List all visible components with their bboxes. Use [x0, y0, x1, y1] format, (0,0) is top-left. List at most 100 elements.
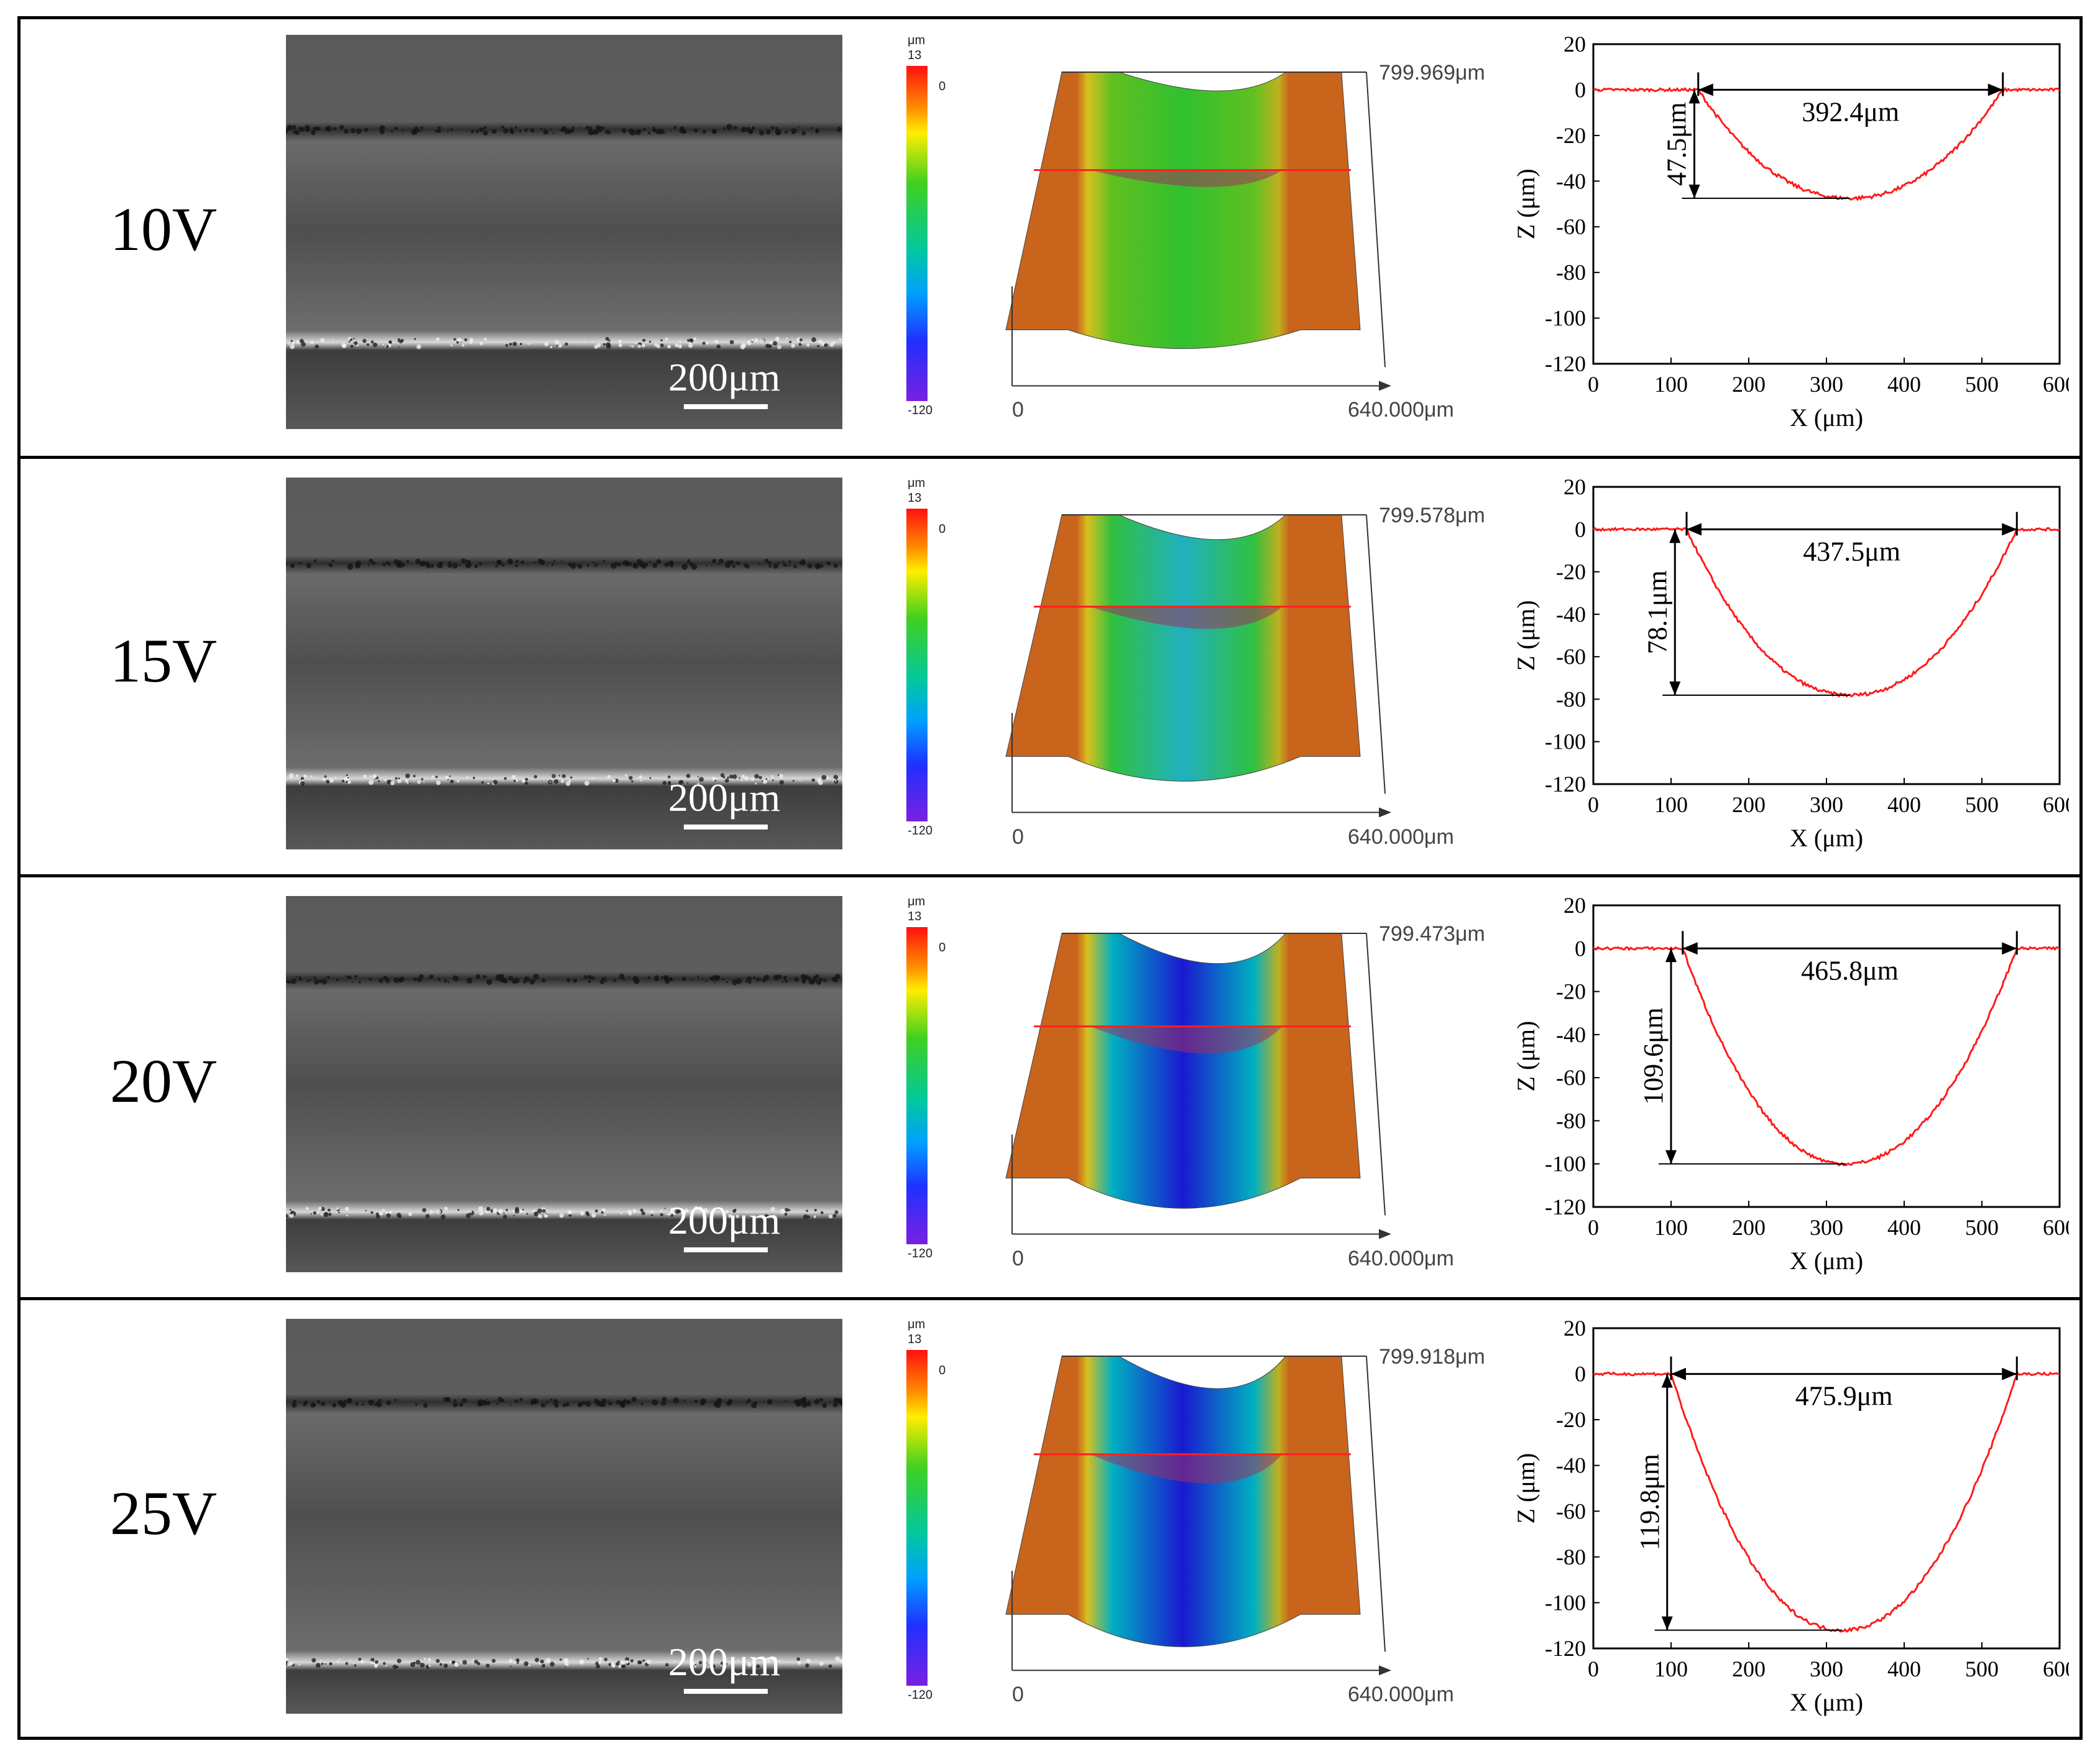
voltage-label: 15V	[109, 626, 218, 695]
colorbar-unit: μm	[908, 1318, 926, 1331]
x-axis-label: X (μm)	[1790, 824, 1863, 852]
panel-row-15V: 15V 200μm μm 13 0 -120 799.578μm 0 640.000μm 0 100…	[17, 456, 2083, 874]
surface-x-extent: 640.000μm	[1348, 398, 1454, 422]
arrow-head	[1688, 184, 1700, 198]
voltage-label: 10V	[109, 194, 218, 264]
y-tick-label: -100	[1545, 1590, 1586, 1615]
y-tick-label: -80	[1556, 1108, 1586, 1133]
x-tick-label: 200	[1732, 792, 1766, 817]
y-tick-label: 20	[1563, 1316, 1586, 1341]
width-label: 392.4μm	[1802, 96, 1899, 127]
surface-y-extent: 799.918μm	[1379, 1345, 1485, 1369]
arrow-head	[1665, 948, 1677, 963]
x-tick-label: 400	[1887, 1657, 1921, 1681]
colorbar-min: -120	[908, 1247, 933, 1260]
colorbar-max: 13	[908, 910, 922, 923]
arrow-head	[1682, 942, 1698, 955]
profile-line	[1592, 526, 2061, 698]
profile-chart: 0100200300400500600200-20-40-60-80-100-1…	[1509, 1313, 2076, 1739]
x-tick-label: 500	[1965, 1657, 1999, 1681]
surface-y-extent: 799.578μm	[1379, 504, 1485, 527]
colorbar-zero: 0	[939, 80, 946, 93]
width-label: 465.8μm	[1801, 955, 1899, 986]
x-tick-label: 0	[1588, 372, 1599, 397]
panel-row-20V: 20V 200μm μm 13 0 -120 799.473μm 0 640.000μm 0 100…	[17, 874, 2083, 1297]
y-tick-label: -120	[1545, 1195, 1586, 1219]
surface-3d-plot	[993, 896, 1491, 1288]
colorbar-max: 13	[908, 49, 922, 62]
y-tick-label: -20	[1556, 1407, 1586, 1432]
y-tick-label: -40	[1556, 602, 1586, 627]
x-tick-label: 100	[1654, 792, 1688, 817]
colorbar	[906, 66, 928, 401]
depth-label: 47.5μm	[1662, 102, 1692, 186]
arrow-head	[2002, 523, 2017, 536]
colorbar-min: -120	[908, 1688, 933, 1702]
scale-bar-label: 200μm	[668, 1198, 781, 1242]
x-tick-label: 300	[1810, 1215, 1843, 1240]
colorbar-unit: μm	[908, 34, 926, 47]
y-tick-label: 0	[1575, 1362, 1586, 1387]
sem-micrograph: 200μm	[286, 35, 842, 429]
x-tick-label: 0	[1588, 1215, 1599, 1240]
scale-bar	[684, 404, 768, 409]
y-tick-label: -40	[1556, 1453, 1586, 1478]
arrow-head	[1669, 681, 1681, 695]
arrow-head	[1687, 523, 1702, 536]
x-tick-label: 500	[1965, 1215, 1999, 1240]
x-tick-label: 300	[1810, 792, 1843, 817]
x-axis-label: X (μm)	[1790, 1688, 1863, 1716]
sem-micrograph: 200μm	[286, 478, 842, 849]
y-tick-label: -80	[1556, 1545, 1586, 1569]
y-tick-label: -80	[1556, 686, 1586, 711]
x-tick-label: 100	[1654, 1657, 1688, 1681]
x-tick-label: 500	[1965, 372, 1999, 397]
scale-bar	[684, 825, 768, 829]
x-tick-label: 100	[1654, 372, 1688, 397]
arrow-head	[1669, 529, 1681, 543]
arrow-head	[1671, 1367, 1686, 1380]
arrow-head	[1661, 1616, 1673, 1630]
profile-chart: 0100200300400500600200-20-40-60-80-100-1…	[1509, 29, 2076, 454]
surface-x-extent: 640.000μm	[1348, 825, 1454, 849]
scale-bar	[684, 1689, 768, 1694]
arrow-head	[1698, 83, 1713, 96]
y-tick-label: -40	[1556, 169, 1586, 193]
surface-origin: 0	[1012, 1246, 1024, 1270]
profile-line	[1592, 946, 2060, 1167]
arrow-head	[1661, 1374, 1673, 1388]
colorbar	[906, 927, 928, 1244]
y-tick-label: -60	[1556, 1065, 1586, 1090]
y-tick-label: -60	[1556, 644, 1586, 669]
width-label: 437.5μm	[1803, 536, 1900, 566]
x-tick-label: 400	[1887, 372, 1921, 397]
sem-micrograph: 200μm	[286, 1319, 842, 1714]
figure-frame	[17, 16, 2083, 1740]
y-tick-label: -20	[1556, 979, 1586, 1004]
scale-bar	[684, 1247, 768, 1252]
surface-3d-plot	[993, 35, 1491, 445]
colorbar	[906, 1350, 928, 1686]
surface-3d-plot	[993, 1319, 1491, 1729]
x-tick-label: 400	[1887, 1215, 1921, 1240]
x-tick-label: 100	[1654, 1215, 1688, 1240]
colorbar-max: 13	[908, 1333, 922, 1346]
x-axis-label: X (μm)	[1790, 1247, 1863, 1275]
y-tick-label: 0	[1575, 77, 1586, 102]
y-axis-label: Z (μm)	[1512, 600, 1540, 671]
y-axis-label: Z (μm)	[1512, 1453, 1540, 1524]
colorbar-max: 13	[908, 491, 922, 505]
arrow-head	[1665, 1150, 1677, 1164]
y-tick-label: -80	[1556, 260, 1586, 285]
surface-x-extent: 640.000μm	[1348, 1246, 1454, 1270]
x-tick-label: 0	[1588, 792, 1599, 817]
y-tick-label: -100	[1545, 1152, 1586, 1176]
colorbar-unit: μm	[908, 476, 926, 490]
arrow-head	[1688, 90, 1700, 104]
x-axis-label: X (μm)	[1790, 404, 1863, 432]
y-tick-label: 20	[1563, 474, 1586, 499]
y-tick-label: -100	[1545, 729, 1586, 754]
x-tick-label: 600	[2043, 792, 2069, 817]
profile-chart: 0100200300400500600200-20-40-60-80-100-1…	[1509, 471, 2076, 874]
colorbar-zero: 0	[939, 522, 946, 536]
